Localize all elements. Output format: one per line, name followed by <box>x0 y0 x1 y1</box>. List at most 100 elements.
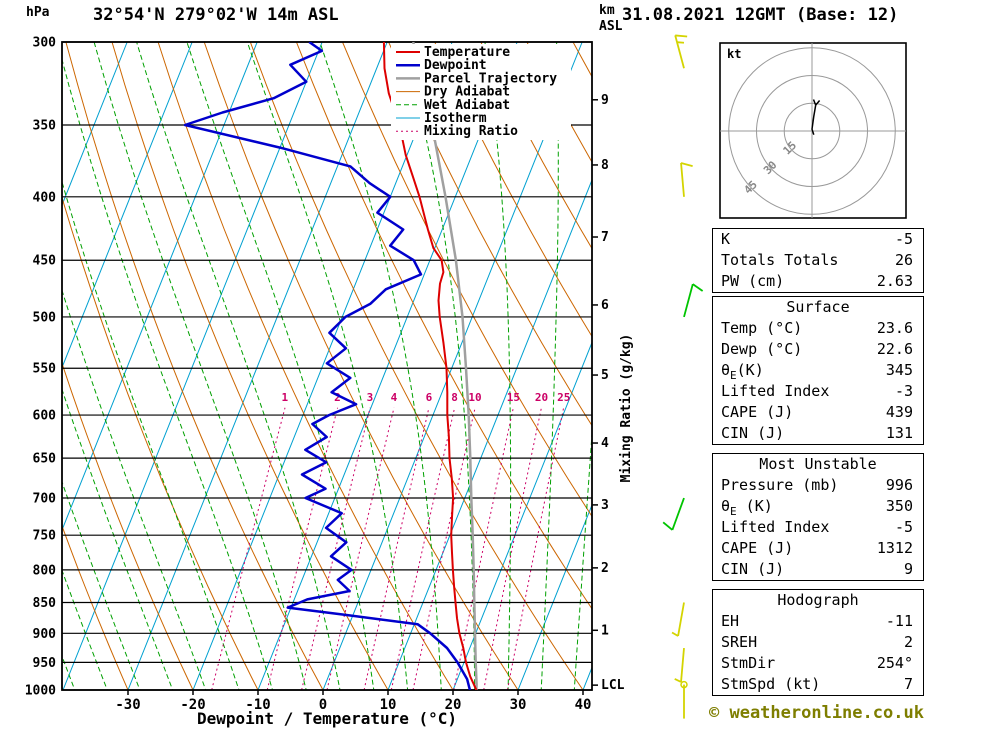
legend-label: Mixing Ratio <box>424 124 518 139</box>
svg-text:6: 6 <box>601 298 609 313</box>
panel-title: Most Unstable <box>759 455 877 473</box>
svg-text:40: 40 <box>575 697 592 713</box>
stat-value: 26 <box>894 251 913 269</box>
stat-value: 1312 <box>876 539 913 557</box>
panel-title: Hodograph <box>777 591 859 609</box>
svg-text:9: 9 <box>601 93 609 108</box>
wind-barb <box>680 680 688 719</box>
svg-text:20: 20 <box>445 697 462 713</box>
wind-barb <box>674 647 685 683</box>
dewpoint-curve <box>183 42 472 690</box>
hodograph-ring <box>783 102 841 160</box>
svg-text:550: 550 <box>33 362 57 377</box>
hodograph-unit-label: kt <box>727 47 741 61</box>
plot-border <box>61 41 593 691</box>
svg-text:1: 1 <box>601 623 609 638</box>
stat-label: K <box>721 230 731 248</box>
svg-text:-10: -10 <box>245 697 270 713</box>
svg-text:650: 650 <box>33 452 57 467</box>
svg-text:7: 7 <box>601 230 609 245</box>
svg-text:950: 950 <box>33 656 57 671</box>
stat-row: Totals Totals 26 <box>713 250 923 271</box>
legend-label: Isotherm <box>424 111 487 126</box>
svg-text:5: 5 <box>601 368 609 383</box>
stat-value: -11 <box>885 612 913 630</box>
mixing-ratio-value-label: 3 <box>367 391 374 404</box>
stat-label: CIN (J) <box>721 560 785 578</box>
svg-text:10: 10 <box>380 697 397 713</box>
svg-text:600: 600 <box>33 409 57 424</box>
mixing-ratio-value-label: 6 <box>426 391 433 404</box>
wind-barb <box>662 497 685 531</box>
svg-text:4: 4 <box>601 436 609 451</box>
wind-barbs-group <box>662 34 704 719</box>
mixing-ratio-value-label: 10 <box>468 391 481 404</box>
pressure-unit-label: hPa <box>26 5 50 20</box>
stat-label: PW (cm) <box>721 272 785 290</box>
stat-row: Pressure (mb) 996 <box>713 475 923 496</box>
svg-text:300: 300 <box>33 36 57 51</box>
stat-value: 345 <box>885 361 913 379</box>
legend-background <box>391 44 571 140</box>
svg-text:900: 900 <box>33 627 57 642</box>
mixing-ratio-value-label: 25 <box>557 391 570 404</box>
hodograph-trace <box>811 104 817 135</box>
legend-label: Dewpoint <box>424 58 487 73</box>
legend-label: Temperature <box>424 45 510 60</box>
stat-row: CIN (J) 9 <box>713 559 923 580</box>
km-axis: 9 8 7 6 5 4 3 2 1 LCL <box>592 93 625 693</box>
stat-row: PW (cm) 2.63 <box>713 271 923 292</box>
legend-label: Parcel Trajectory <box>424 71 557 86</box>
stat-label: SREH <box>721 633 758 651</box>
svg-text:LCL: LCL <box>601 678 625 693</box>
stat-label: Dewp (°C) <box>721 340 803 358</box>
svg-text:750: 750 <box>33 529 57 544</box>
stat-value: -5 <box>894 230 913 248</box>
stat-value: -5 <box>894 518 913 536</box>
stat-row: θE(K) 345 <box>713 360 923 382</box>
legend-label: Dry Adiabat <box>424 85 510 100</box>
altitude-unit-asl-label: ASL <box>599 19 623 34</box>
stat-row: CAPE (J) 439 <box>713 402 923 423</box>
parcel-trajectory-curve <box>411 42 478 690</box>
stat-row: Temp (°C) 23.6 <box>713 318 923 339</box>
stat-row: CAPE (J) 1312 <box>713 538 923 559</box>
wind-barb <box>674 34 688 69</box>
svg-text:400: 400 <box>33 190 57 205</box>
stat-row: θE (K) 350 <box>713 496 923 518</box>
mixing-ratio-value-label: 4 <box>391 391 398 404</box>
stats-tables: K -5 Totals Totals 26 PW (cm) 2.63 Surface Temp… <box>712 228 924 699</box>
svg-text:350: 350 <box>33 118 57 133</box>
stat-row: K -5 <box>713 229 923 250</box>
svg-text:1000: 1000 <box>25 684 56 699</box>
stat-row: StmDir 254° <box>713 653 923 674</box>
svg-text:-30: -30 <box>115 697 140 713</box>
wind-barb <box>680 162 693 197</box>
pressure-axis-labels: 300 350 400 450 500 550 600 650 700 750 800 850 900 9… <box>25 36 56 699</box>
stat-row: EH -11 <box>713 611 923 632</box>
stat-label: Totals Totals <box>721 251 839 269</box>
stat-label: Pressure (mb) <box>721 476 839 494</box>
svg-text:850: 850 <box>33 596 57 611</box>
stat-value: 439 <box>885 403 913 421</box>
stat-value: 2 <box>903 633 913 651</box>
svg-text:700: 700 <box>33 492 57 507</box>
mixing-ratio-axis-label: Mixing Ratio (g/kg) <box>619 334 634 483</box>
stat-value: 22.6 <box>876 340 913 358</box>
altitude-unit-km-label: km <box>599 3 615 18</box>
panel-title: Surface <box>786 298 850 316</box>
mixing-ratio-value-label: 15 <box>507 391 520 404</box>
stat-value: -3 <box>894 382 913 400</box>
stat-row: CIN (J) 131 <box>713 423 923 444</box>
panel-most-unstable: Most Unstable Pressure (mb) 996 θE (K) 350 Li… <box>712 453 924 581</box>
stat-label: θE(K) <box>721 361 764 382</box>
temperature-curve <box>382 42 478 690</box>
stat-label: Temp (°C) <box>721 319 803 337</box>
svg-text:450: 450 <box>33 254 57 269</box>
run-datetime: 31.08.2021 12GMT (Base: 12) <box>622 5 899 25</box>
stat-label: StmSpd (kt) <box>721 675 821 693</box>
svg-text:30: 30 <box>510 697 527 713</box>
svg-text:0: 0 <box>319 697 327 713</box>
